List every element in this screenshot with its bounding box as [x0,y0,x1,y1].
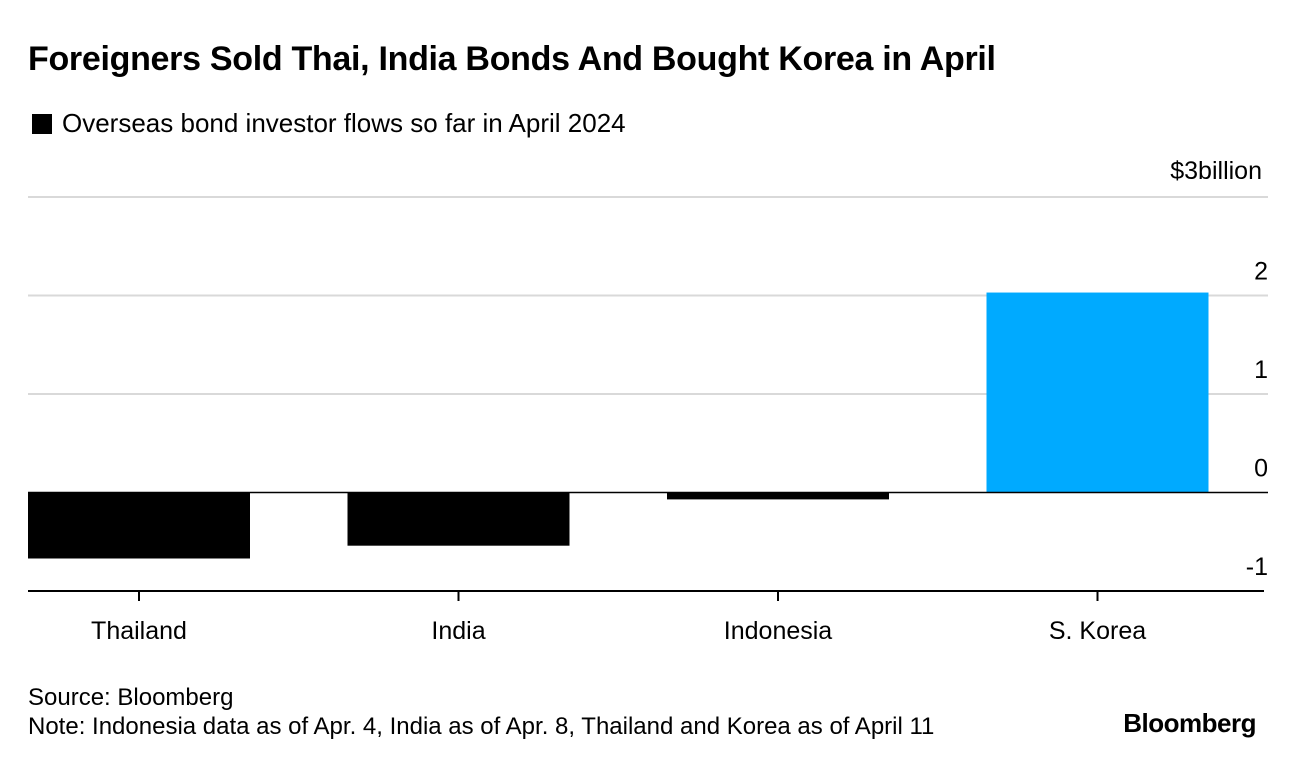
y-tick-label: 0 [1254,455,1268,483]
bar [667,492,889,500]
x-tick-label: Indonesia [724,617,833,645]
x-tick-label: Thailand [91,617,187,645]
source-note: Source: Bloomberg [28,684,234,711]
bar [986,292,1209,493]
legend-label: Overseas bond investor flows so far in A… [62,108,626,138]
y-tick-label: 2 [1254,258,1268,286]
y-tick-label: 1 [1254,356,1268,384]
bloomberg-logo: Bloomberg [1123,708,1256,738]
legend-swatch [32,113,52,134]
bar [347,492,570,546]
y-unit-label: $3billion [1170,157,1262,185]
bar [28,492,250,559]
y-tick-label: -1 [1246,553,1268,581]
chart-title: Foreigners Sold Thai, India Bonds And Bo… [28,40,996,78]
bar-chart: $3billion 2 1 0 -1 Thailand India Indonesia S. K… [28,157,1268,645]
x-tick-label: S. Korea [1049,617,1146,645]
x-tick-label: India [431,617,485,645]
chart-legend: Overseas bond investor flows so far in A… [32,108,626,139]
footnote: Note: Indonesia data as of Apr. 4, India… [28,713,935,740]
